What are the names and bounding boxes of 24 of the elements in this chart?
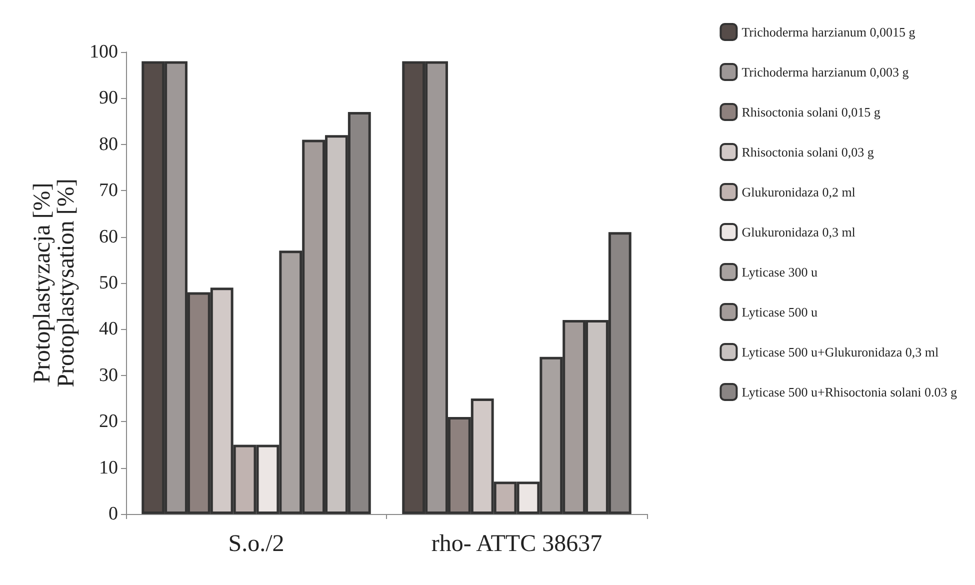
x-tick-label: rho- ATTC 38637 — [431, 531, 602, 557]
legend-label: Glukuronidaza 0,2 ml — [742, 184, 856, 200]
legend-label: Lyticase 500 u+Rhisoctonia solani 0.03 g — [742, 384, 958, 400]
y-tick-label: 50 — [99, 272, 118, 294]
y-tick-label: 20 — [99, 411, 118, 432]
y-tick-label: 90 — [99, 88, 118, 109]
y-tick-label: 60 — [99, 226, 118, 248]
y-tick-label: 100 — [90, 42, 118, 62]
y-tick-label: 10 — [99, 457, 118, 478]
legend-label: Rhisoctonia solani 0,03 g — [742, 144, 874, 160]
legend-label: Lyticase 500 u+Glukuronidaza 0,3 ml — [742, 344, 939, 360]
y-tick-label: 70 — [99, 180, 118, 202]
legend-label: Glukuronidaza 0,3 ml — [742, 224, 856, 240]
y-tick-label: 30 — [99, 364, 118, 386]
legend-label: Rhisoctonia solani 0,015 g — [742, 104, 881, 120]
y-axis-title: Protoplastyzacja [%] Protoplastysation [%] — [30, 178, 80, 388]
y-tick-label: 80 — [99, 134, 118, 155]
legend-label: Lyticase 500 u — [742, 304, 818, 320]
legend-label: Trichoderma harzianum 0,0015 g — [742, 24, 916, 40]
y-tick-label: 0 — [108, 504, 118, 524]
legend-label: Trichoderma harzianum 0,003 g — [742, 64, 910, 80]
legend-label: Lyticase 300 u — [742, 264, 818, 280]
y-tick-label: 40 — [99, 318, 118, 340]
x-tick-label: S.o./2 — [228, 531, 284, 557]
